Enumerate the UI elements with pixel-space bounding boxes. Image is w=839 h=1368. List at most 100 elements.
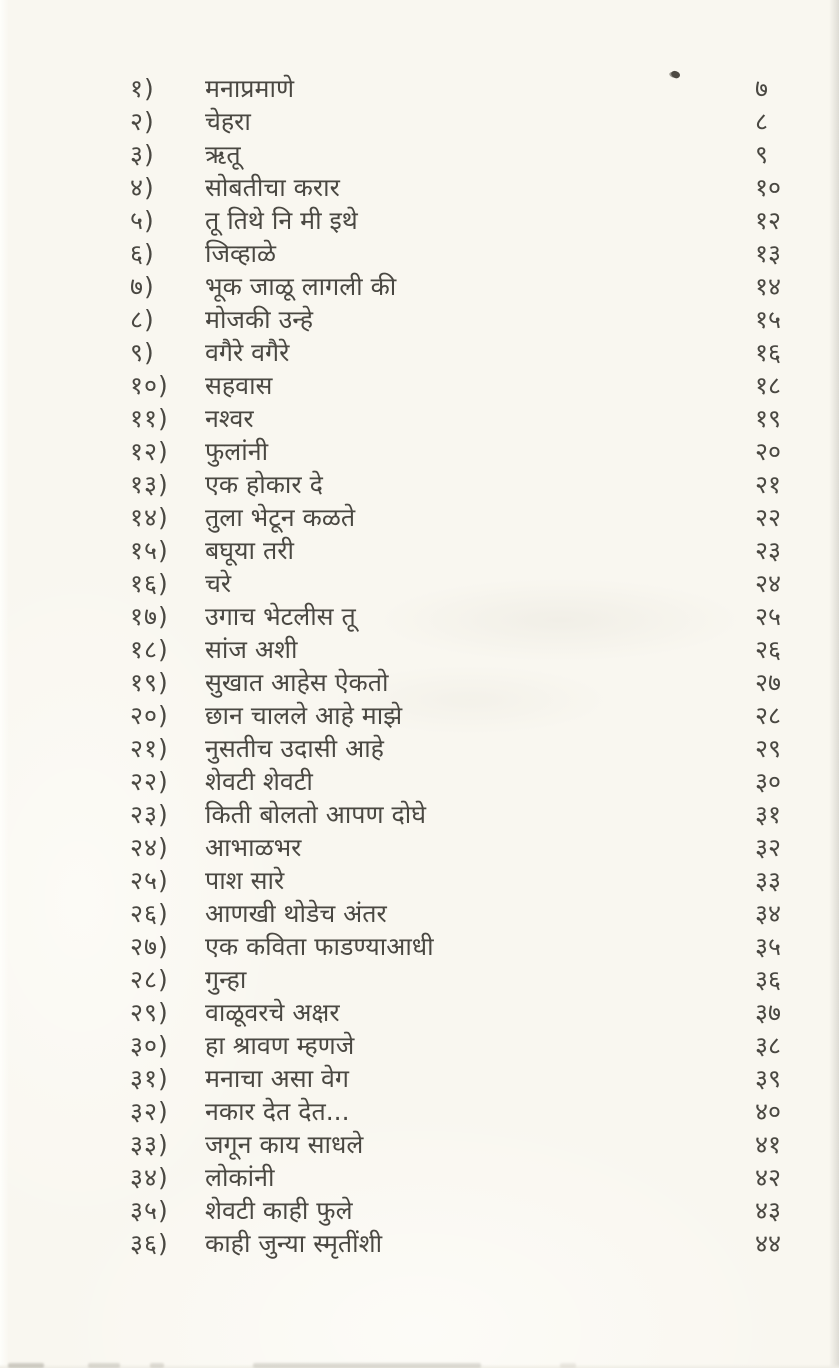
toc-entry: १०) सहवास १८ (130, 369, 839, 402)
toc-entry-page: ३४ (755, 899, 782, 928)
toc-entry-title: जगून काय साधले (205, 1130, 364, 1159)
toc-entry-number: ३) (130, 140, 155, 169)
toc-entry-number: २६) (130, 899, 169, 928)
scan-edge-left (0, 0, 9, 1368)
toc-entry-page: ३२ (755, 833, 782, 862)
toc-entry-page: २९ (755, 734, 782, 763)
toc-entry-number: ५) (130, 206, 155, 235)
toc-entry-number: २९) (130, 998, 169, 1027)
toc-entry-number: २३) (130, 800, 169, 829)
toc-entry: ९) वगैरे वगैरे १६ (130, 336, 839, 369)
toc-entry: ६) जिव्हाळे १३ (130, 237, 839, 270)
toc-entry-number: ३१) (130, 1064, 169, 1093)
toc-entry: ७) भूक जाळू लागली की १४ (130, 270, 839, 303)
toc-entry-title: तुला भेटून कळते (205, 503, 356, 532)
toc-entry: ३४) लोकांनी ४२ (130, 1161, 839, 1194)
scan-edge-bottom (0, 1364, 839, 1368)
toc-entry-page: १५ (755, 305, 782, 334)
toc-entry-title: काही जुन्या स्मृतींशी (205, 1229, 383, 1258)
toc-entry: ३५) शेवटी काही फुले ४३ (130, 1194, 839, 1227)
toc-entry-title: हा श्रावण म्हणजे (205, 1031, 355, 1060)
toc-entry: ३) ऋतू ९ (130, 138, 839, 171)
toc-entry-number: १६) (130, 569, 169, 598)
toc-entry: २२) शेवटी शेवटी ३० (130, 765, 839, 798)
toc-entry-page: ३८ (755, 1031, 782, 1060)
toc-entry-page: २२ (755, 503, 782, 532)
toc-entry-number: १७) (130, 602, 169, 631)
toc-entry-page: ९ (755, 140, 769, 169)
toc-entry-number: ११) (130, 404, 169, 433)
toc-entry-title: किती बोलतो आपण दोघे (205, 800, 427, 829)
toc-entry-page: ३० (755, 767, 782, 796)
toc-entry-page: ३५ (755, 932, 782, 961)
toc-entry-title: लोकांनी (205, 1163, 275, 1192)
toc-entry-number: ३४) (130, 1163, 169, 1192)
scan-smudge (88, 1363, 120, 1368)
toc-entry-title: मोजकी उन्हे (205, 305, 314, 334)
toc-entry: २०) छान चालले आहे माझे २८ (130, 699, 839, 732)
toc-entry-number: १३) (130, 470, 169, 499)
toc-entry: २१) नुसतीच उदासी आहे २९ (130, 732, 839, 765)
toc-entry-page: ३३ (755, 866, 782, 895)
toc-entry: ११) नश्वर १९ (130, 402, 839, 435)
toc-entry-title: शेवटी शेवटी (205, 767, 313, 796)
toc-entry-number: १२) (130, 437, 169, 466)
toc-entry-page: १० (755, 173, 782, 202)
toc-entry-title: सांज अशी (205, 635, 298, 664)
toc-entry: ३२) नकार देत देत... ४० (130, 1095, 839, 1128)
toc-entry-title: एक होकार दे (205, 470, 323, 499)
toc-entry-title: चेहरा (205, 107, 251, 136)
toc-entry-number: ३०) (130, 1031, 169, 1060)
toc-entry: १९) सुखात आहेस ऐकतो २७ (130, 666, 839, 699)
toc-entry-number: १९) (130, 668, 169, 697)
toc-entry: २४) आभाळभर ३२ (130, 831, 839, 864)
toc-entry-title: मनाप्रमाणे (205, 74, 295, 103)
toc-entry: १३) एक होकार दे २१ (130, 468, 839, 501)
toc-entry-page: ७ (755, 74, 769, 103)
toc-entry-title: नश्वर (205, 404, 254, 433)
toc-entry-page: २० (755, 437, 782, 466)
toc-entry: २७) एक कविता फाडण्याआधी ३५ (130, 930, 839, 963)
toc-entry-page: ८ (755, 107, 769, 136)
toc-entry-page: ४२ (755, 1163, 782, 1192)
toc-entry-title: फुलांनी (205, 437, 269, 466)
toc-entry-title: नकार देत देत... (205, 1097, 350, 1126)
toc-entry-title: तू तिथे नि मी इथे (205, 206, 358, 235)
toc-entry-page: ४१ (755, 1130, 782, 1159)
toc-entry: ५) तू तिथे नि मी इथे १२ (130, 204, 839, 237)
toc-entry-number: २०) (130, 701, 169, 730)
toc-entry: ३०) हा श्रावण म्हणजे ३८ (130, 1029, 839, 1062)
toc-entry-page: ४३ (755, 1196, 782, 1225)
toc-entry-number: १५) (130, 536, 169, 565)
toc-entry-number: २४) (130, 833, 169, 862)
toc-entry-number: १०) (130, 371, 169, 400)
toc-entry-number: २२) (130, 767, 169, 796)
toc-entry: ४) सोबतीचा करार १० (130, 171, 839, 204)
toc-entry-page: ४४ (755, 1229, 782, 1258)
toc-entry-number: ६) (130, 239, 155, 268)
toc-entry: १४) तुला भेटून कळते २२ (130, 501, 839, 534)
toc-entry-page: २५ (755, 602, 782, 631)
toc-entry-title: एक कविता फाडण्याआधी (205, 932, 434, 961)
toc-entry-title: भूक जाळू लागली की (205, 272, 397, 301)
toc-entry-page: १८ (755, 371, 782, 400)
scan-smudge (560, 1363, 576, 1368)
toc-entry-number: २) (130, 107, 155, 136)
toc-entry: १) मनाप्रमाणे ७ (130, 72, 839, 105)
toc-entry-title: आभाळभर (205, 833, 302, 862)
toc-entry-page: ३७ (755, 998, 782, 1027)
toc-entry-title: नुसतीच उदासी आहे (205, 734, 384, 763)
toc-entry: २५) पाश सारे ३३ (130, 864, 839, 897)
toc-entry-page: १२ (755, 206, 782, 235)
toc-entry: २६) आणखी थोडेच अंतर ३४ (130, 897, 839, 930)
toc-entry-page: २८ (755, 701, 782, 730)
toc-entry-page: १४ (755, 272, 782, 301)
toc-entry: २३) किती बोलतो आपण दोघे ३१ (130, 798, 839, 831)
toc-entry-number: ९) (130, 338, 155, 367)
toc-entry-title: जिव्हाळे (205, 239, 277, 268)
toc-entry-title: छान चालले आहे माझे (205, 701, 403, 730)
toc-entry: २) चेहरा ८ (130, 105, 839, 138)
toc-entry-page: २६ (755, 635, 782, 664)
toc-entry-title: सुखात आहेस ऐकतो (205, 668, 389, 697)
